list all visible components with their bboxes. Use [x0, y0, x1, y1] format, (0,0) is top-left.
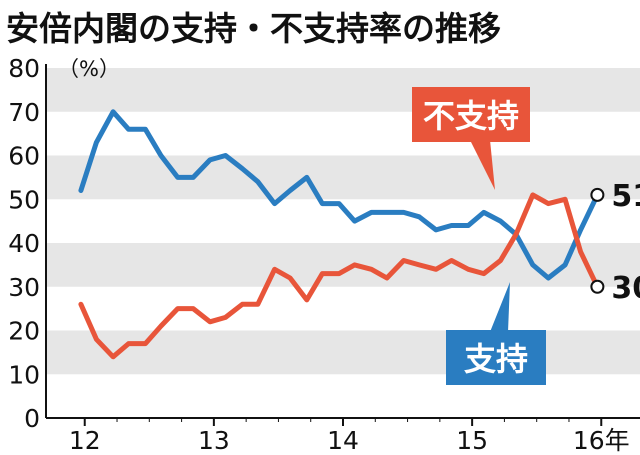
y-tick-label: 20	[8, 317, 40, 346]
end-value-label: 30	[611, 271, 640, 306]
legend-label-approval: 支持	[446, 282, 546, 385]
series-line-approval	[78, 109, 600, 281]
approval-label-text: 支持	[464, 340, 528, 378]
x-tick-label: 14	[327, 426, 359, 455]
disapproval-label-box	[412, 87, 530, 142]
end-markers: 51 30	[590, 179, 640, 306]
disapproval-label-pointer	[470, 140, 495, 190]
series-line-disapproval	[78, 192, 600, 360]
y-tick-label: 30	[8, 273, 40, 302]
disapproval-label-text: 不支持	[423, 97, 519, 135]
x-tick-label: 13	[198, 426, 230, 455]
end-value-label: 51	[611, 179, 640, 214]
grid-bands	[46, 68, 640, 375]
legend-label-disapproval: 不支持	[412, 87, 530, 190]
grid-band	[46, 243, 640, 287]
end-point-marker	[590, 187, 605, 202]
y-tick-label: 0	[24, 404, 40, 433]
x-axis: 12 13 14 15 16年	[45, 64, 640, 455]
grid-band	[46, 330, 640, 375]
approval-label-pointer	[490, 282, 510, 332]
y-tick-label: 70	[8, 98, 40, 127]
series-lines	[78, 109, 600, 360]
grid-band	[46, 155, 640, 200]
end-point-marker	[590, 279, 605, 294]
y-tick-label: 60	[8, 142, 40, 171]
approval-label-box	[446, 330, 546, 385]
y-tick-label: 50	[8, 185, 40, 214]
y-tick-label: 80	[8, 54, 40, 83]
y-tick-label: 10	[8, 360, 40, 389]
chart-title: 安倍内閣の支持・不支持率の推移	[6, 9, 501, 48]
grid-band	[46, 68, 640, 112]
x-tick-label: 12	[69, 426, 101, 455]
y-axis-ticks: 0 10 20 30 40 50 60 70 80	[8, 54, 40, 433]
x-tick-label: 16年	[573, 426, 630, 455]
x-tick-label: 15	[456, 426, 488, 455]
y-axis-unit: （%）	[58, 57, 120, 81]
y-tick-label: 40	[8, 229, 40, 258]
